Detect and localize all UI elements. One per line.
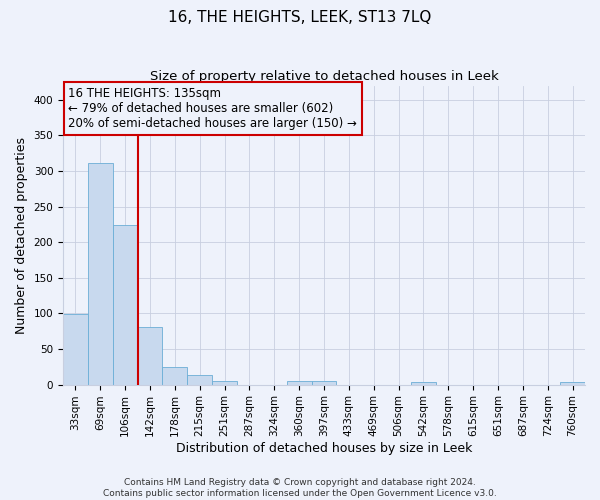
Text: Contains HM Land Registry data © Crown copyright and database right 2024.
Contai: Contains HM Land Registry data © Crown c…: [103, 478, 497, 498]
Bar: [287, 381, 311, 384]
Bar: [163, 367, 187, 384]
Text: 16 THE HEIGHTS: 135sqm
← 79% of detached houses are smaller (602)
20% of semi-de: 16 THE HEIGHTS: 135sqm ← 79% of detached…: [68, 87, 357, 130]
Bar: [137, 327, 163, 384]
Bar: [88, 163, 113, 384]
Bar: [63, 314, 88, 384]
Y-axis label: Number of detached properties: Number of detached properties: [15, 136, 28, 334]
Bar: [187, 374, 212, 384]
Bar: [311, 381, 337, 384]
Title: Size of property relative to detached houses in Leek: Size of property relative to detached ho…: [149, 70, 499, 83]
Text: 16, THE HEIGHTS, LEEK, ST13 7LQ: 16, THE HEIGHTS, LEEK, ST13 7LQ: [169, 10, 431, 25]
Bar: [560, 382, 585, 384]
Bar: [212, 381, 237, 384]
X-axis label: Distribution of detached houses by size in Leek: Distribution of detached houses by size …: [176, 442, 472, 455]
Bar: [411, 382, 436, 384]
Bar: [113, 225, 137, 384]
